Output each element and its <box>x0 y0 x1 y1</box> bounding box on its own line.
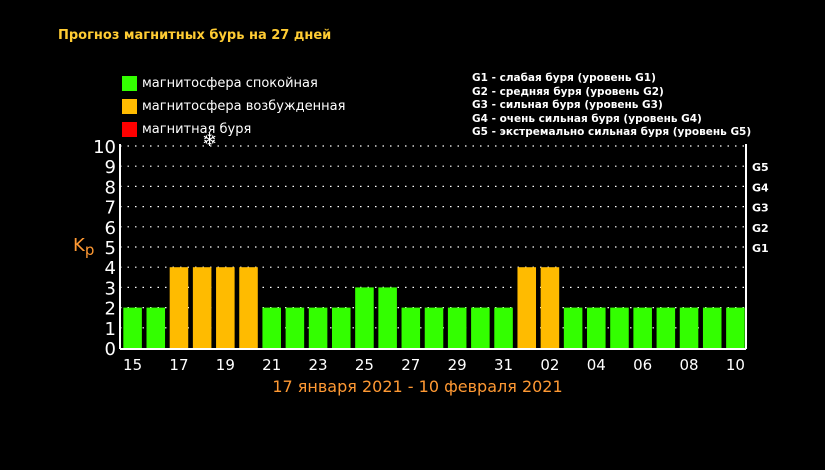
x-tick-label: 29 <box>448 356 467 374</box>
g-legend-g4: G4 - очень сильная буря (уровень G4) <box>472 112 702 125</box>
bar <box>355 287 374 348</box>
x-tick-label: 08 <box>679 356 698 374</box>
bar <box>378 287 397 348</box>
legend-item-storm: магнитная буря <box>122 118 345 141</box>
x-tick-label: 19 <box>216 356 235 374</box>
x-tick-label: 15 <box>123 356 142 374</box>
y-tick-label: 1 <box>105 319 116 340</box>
bar <box>679 307 699 348</box>
x-tick-label: 25 <box>355 356 374 374</box>
x-tick-label: 21 <box>262 356 281 374</box>
g-level-label: G4 <box>752 181 769 194</box>
g-legend-g5: G5 - экстремально сильная буря (уровень … <box>472 126 752 138</box>
bar <box>494 307 513 348</box>
x-tick-label: 27 <box>401 356 420 374</box>
legend-swatch-storm <box>122 122 137 137</box>
x-tick-label: 23 <box>309 356 328 374</box>
y-tick-label: 7 <box>105 198 116 219</box>
legend: магнитосфера спокойная магнитосфера возб… <box>122 72 345 141</box>
legend-item-excited: магнитосфера возбужденная <box>122 95 345 118</box>
bar <box>216 267 235 348</box>
x-tick-label: 02 <box>540 356 559 374</box>
g-legend-g3: G3 - сильная буря (уровень G3) <box>472 99 663 111</box>
y-tick-label: 5 <box>105 238 116 259</box>
g-legend-g1: G1 - слабая буря (уровень G1) <box>472 72 656 84</box>
legend-swatch-excited <box>122 99 137 114</box>
legend-item-calm: магнитосфера спокойная <box>122 72 345 95</box>
bar <box>563 307 583 348</box>
bar <box>726 307 745 348</box>
bar <box>262 307 281 348</box>
y-tick-label: 6 <box>105 218 116 239</box>
bar <box>447 307 467 348</box>
legend-label-storm: магнитная буря <box>142 122 252 137</box>
kp-label-main: K <box>73 235 85 256</box>
date-range: 17 января 2021 - 10 февраля 2021 <box>272 377 563 396</box>
y-tick-label: 2 <box>105 299 116 320</box>
bar <box>401 307 421 348</box>
bar <box>702 307 722 348</box>
x-tick-label: 31 <box>494 356 513 374</box>
bar <box>633 307 652 348</box>
bar <box>656 307 676 348</box>
bar <box>285 307 305 348</box>
g-level-label: G5 <box>752 161 769 174</box>
x-tick-label: 17 <box>169 356 188 374</box>
y-tick-label: 0 <box>105 339 116 360</box>
bar <box>123 307 142 348</box>
g-level-legend: G1 - слабая буря (уровень G1) G2 - средн… <box>472 72 751 140</box>
bar <box>517 267 537 348</box>
y-tick-label: 8 <box>105 177 116 198</box>
legend-label-calm: магнитосфера спокойная <box>142 76 318 91</box>
x-tick-label: 06 <box>633 356 652 374</box>
y-tick-label: 3 <box>105 278 116 299</box>
snowflake-icon: ❄ <box>202 130 218 151</box>
bar <box>146 307 166 348</box>
g-level-label: G2 <box>752 222 769 235</box>
kp-axis-label: Kp <box>73 235 95 259</box>
bar <box>610 307 629 348</box>
x-tick-label: 10 <box>726 356 745 374</box>
g-level-label: G1 <box>752 242 769 255</box>
bar <box>471 307 490 348</box>
x-tick-label: 04 <box>587 356 606 374</box>
bar <box>239 267 258 348</box>
chart-title: Прогноз магнитных бурь на 27 дней <box>58 28 332 43</box>
y-tick-label: 9 <box>105 157 116 178</box>
bar <box>587 307 606 348</box>
bar <box>540 267 560 348</box>
bar <box>308 307 328 348</box>
bar <box>169 267 189 348</box>
g-legend-g2: G2 - средняя буря (уровень G2) <box>472 85 664 98</box>
legend-swatch-calm <box>122 76 137 91</box>
bar <box>192 267 212 348</box>
bar <box>331 307 351 348</box>
legend-label-excited: магнитосфера возбужденная <box>142 99 346 114</box>
g-level-label: G3 <box>752 202 769 215</box>
y-tick-label: 4 <box>105 258 116 279</box>
y-tick-label: 10 <box>93 137 116 158</box>
bar <box>424 307 444 348</box>
kp-label-sub: p <box>84 241 95 259</box>
